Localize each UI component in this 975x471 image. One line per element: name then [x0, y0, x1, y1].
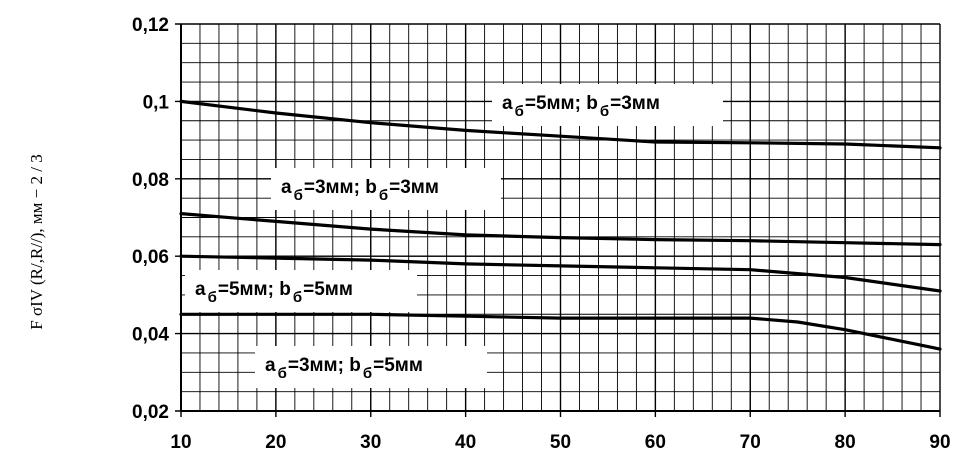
y-tick-label: 0,12 [132, 15, 169, 36]
series-line [179, 254, 942, 293]
x-tick-label: 20 [265, 432, 286, 453]
annotation-part: a [265, 355, 276, 376]
annotation-part: б [278, 365, 287, 382]
x-tick-label: 70 [740, 432, 761, 453]
annotation-box [271, 168, 501, 210]
annotation-box [185, 270, 417, 312]
annotation-part: б [600, 103, 609, 120]
annotation-part: b [365, 177, 377, 198]
annotation-part: a [502, 93, 513, 114]
y-tick-labels: 0,02 0,04 0,06 0,08 0,1 0,12 [132, 15, 169, 423]
series-line [179, 212, 942, 247]
x-tick-label: 90 [929, 432, 950, 453]
annotation-part: б [294, 187, 303, 204]
x-tick-label: 10 [170, 432, 191, 453]
annotation-part: б [379, 187, 388, 204]
y-tick-label: 0,06 [132, 247, 169, 268]
annotation-part: a [195, 279, 206, 300]
annotation-part: =5мм; [525, 93, 586, 114]
x-tick-label: 50 [550, 432, 571, 453]
x-tick-label: 40 [455, 432, 476, 453]
annotation-label: a б=3мм; b б=3мм [281, 177, 439, 204]
y-tick-label: 0,1 [143, 92, 170, 113]
annotation-part: =3мм [389, 177, 439, 198]
annotation-part: б [293, 289, 302, 306]
annotation-part: б [208, 289, 217, 306]
annotation-part: =5мм; [218, 279, 279, 300]
annotation-part: a [281, 177, 292, 198]
y-tick-label: 0,08 [132, 170, 169, 191]
annotation-label: a б=5мм; b б=3мм [502, 93, 660, 120]
y-axis-label: F σIV (R/,R//), мм − 2 / 3 [27, 154, 46, 330]
annotation-part: b [586, 93, 598, 114]
annotation-box [492, 84, 723, 126]
x-tick-label: 30 [360, 432, 381, 453]
annotation-part: b [279, 279, 291, 300]
x-tick-label: 60 [645, 432, 666, 453]
grid-major [175, 23, 941, 417]
series-layer [179, 99, 942, 351]
y-tick-label: 0,02 [132, 402, 169, 423]
annotation-label: a б=5мм; b б=5мм [195, 279, 353, 306]
x-tick-labels: 10 20 30 40 50 60 70 80 90 [170, 432, 950, 453]
annotation-part: =3мм [610, 93, 660, 114]
x-tick-label: 80 [835, 432, 856, 453]
annotation-label: a б=3мм; b б=5мм [265, 355, 423, 382]
annotation-box [255, 346, 487, 388]
annotation-part: б [515, 103, 524, 120]
annotation-part: б [363, 365, 372, 382]
annotation-part: b [349, 355, 361, 376]
annotation-part: =5мм [373, 355, 423, 376]
annotation-part: =3мм; [288, 355, 349, 376]
series-line [179, 312, 942, 351]
annotation-part: =3мм; [304, 177, 365, 198]
series-line [179, 99, 942, 150]
annotation-part: =5мм [303, 279, 353, 300]
y-tick-label: 0,04 [132, 325, 169, 346]
